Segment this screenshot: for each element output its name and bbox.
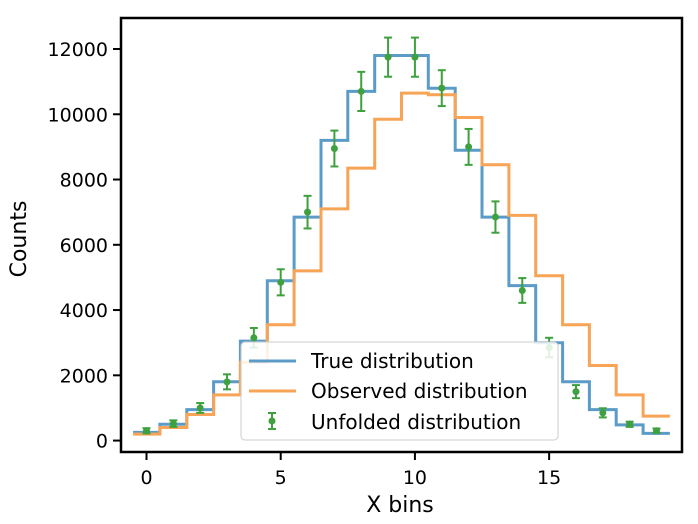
data-point	[491, 213, 499, 221]
data-point	[277, 278, 285, 286]
legend-label-unfolded: Unfolded distribution	[311, 410, 521, 434]
data-point	[384, 53, 392, 61]
data-point	[518, 286, 526, 294]
data-point	[465, 143, 473, 151]
unfolded-point	[303, 194, 312, 230]
x-tick-label: 0	[140, 467, 152, 489]
y-tick-label: 4000	[60, 300, 108, 322]
unfolded-point	[464, 127, 473, 166]
unfolded-point	[330, 129, 339, 168]
y-tick-label: 0	[96, 431, 108, 453]
data-point	[330, 145, 338, 153]
data-point	[169, 420, 177, 428]
data-point	[250, 334, 258, 342]
data-point	[304, 208, 312, 216]
true-distribution-line	[133, 54, 670, 435]
data-point	[196, 404, 204, 412]
data-point	[626, 420, 634, 428]
unfolded-point	[276, 268, 285, 297]
y-axis-title: Counts	[7, 201, 32, 278]
data-point	[653, 427, 660, 435]
data-point	[143, 427, 150, 435]
axes-frame	[119, 16, 684, 454]
plot-area	[133, 36, 670, 436]
unfolded-point	[196, 402, 205, 414]
observed-distribution-line	[133, 91, 670, 436]
legend-label-observed: Observed distribution	[311, 379, 528, 403]
unfolded-point	[384, 36, 393, 78]
legend: True distribution Observed distribution …	[240, 341, 559, 441]
x-tick-label: 5	[275, 467, 287, 489]
unfolded-point	[142, 427, 151, 435]
data-point	[438, 84, 446, 92]
unfolded-point	[518, 277, 527, 304]
y-tick-label: 10000	[48, 104, 108, 126]
x-axis-title: X bins	[366, 493, 434, 518]
unfolded-point	[598, 407, 607, 419]
unfolded-point	[410, 36, 419, 78]
data-point	[411, 53, 419, 61]
legend-point	[268, 417, 276, 425]
axis-ticks: 0 5 10 15 0 2000 4000 6000 8000 10000 12000	[48, 39, 562, 489]
legend-box	[240, 341, 559, 441]
x-tick-label: 15	[537, 467, 561, 489]
legend-swatch-unfolded	[268, 412, 276, 430]
data-point	[223, 378, 231, 386]
x-tick-label: 10	[403, 467, 427, 489]
unfolded-point	[571, 384, 580, 400]
unfolded-point	[652, 427, 661, 435]
y-tick-label: 6000	[60, 235, 108, 257]
unfolded-point	[625, 420, 634, 428]
y-tick-label: 2000	[60, 365, 108, 387]
data-point	[599, 409, 607, 417]
y-tick-label: 12000	[48, 39, 108, 61]
y-tick-label: 8000	[60, 170, 108, 192]
unfolded-point	[437, 69, 446, 108]
unfolded-point	[169, 419, 178, 428]
unfolded-point	[223, 373, 232, 391]
unfolded-point	[357, 70, 366, 112]
data-point	[357, 87, 365, 95]
data-point	[572, 388, 580, 396]
unfolded-point	[491, 200, 500, 234]
legend-label-true: True distribution	[310, 349, 474, 373]
